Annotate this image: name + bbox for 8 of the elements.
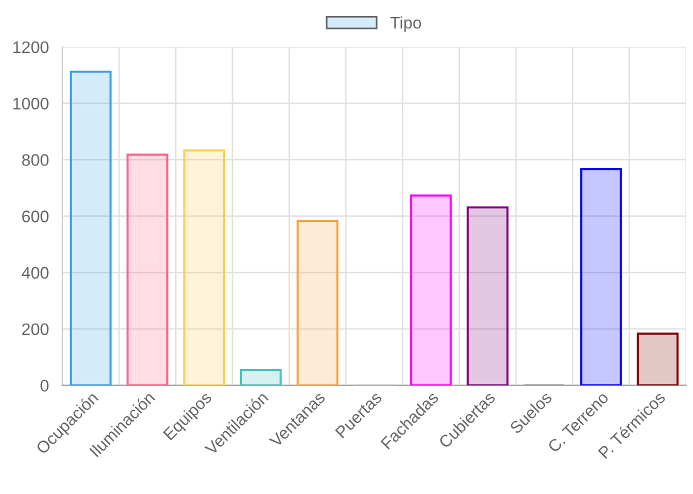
legend-label: Tipo <box>390 16 422 32</box>
y-tick-label: 0 <box>40 380 49 392</box>
y-tick-label: 800 <box>22 154 49 166</box>
y-tick-label: 200 <box>22 323 49 336</box>
y-tick-label: 1200 <box>13 41 49 54</box>
y-tick-label: 400 <box>22 266 49 279</box>
y-tick-label: 1000 <box>13 98 49 110</box>
y-tick-label: 600 <box>22 210 49 222</box>
